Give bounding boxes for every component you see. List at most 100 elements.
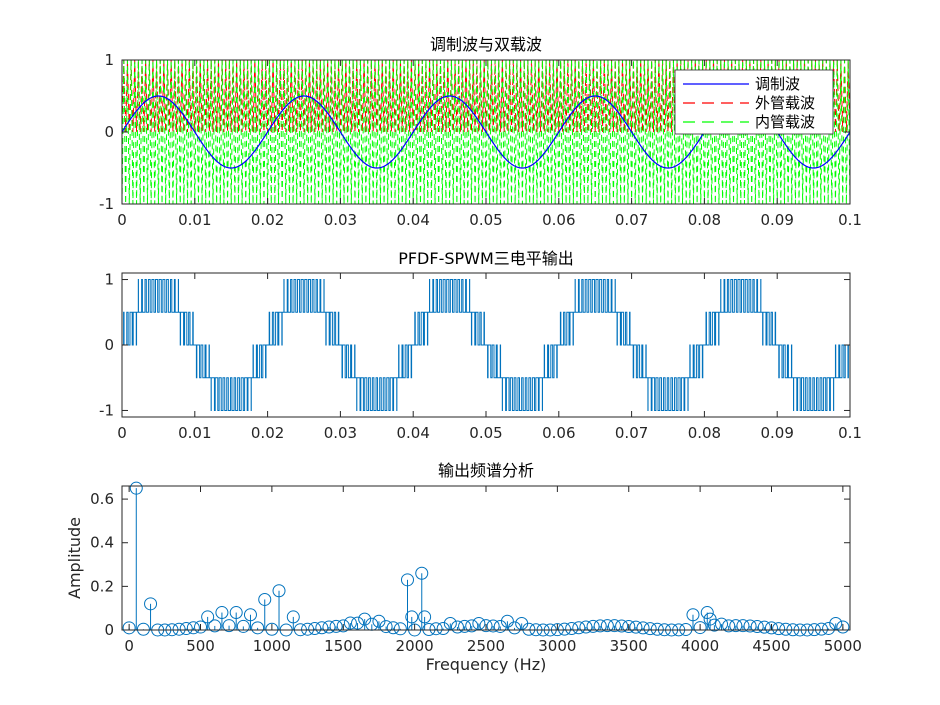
- x-tick-label: 0.1: [838, 211, 862, 229]
- x-tick-label: 0.04: [396, 211, 429, 229]
- spectrum-marker: [436, 622, 450, 636]
- x-tick-label: 5000: [824, 637, 862, 655]
- spectrum-marker: [607, 619, 621, 633]
- y-tick-label: -1: [99, 195, 114, 213]
- spectrum-marker: [836, 620, 850, 634]
- spectrum-marker: [565, 622, 579, 636]
- y-tick-label: -1: [99, 401, 114, 419]
- spectrum-marker: [251, 621, 265, 635]
- spectrum-marker: [643, 622, 657, 636]
- legend-box: [674, 69, 834, 135]
- spectrum-marker: [208, 619, 222, 633]
- axes1-title: 调制波与双载波: [430, 35, 542, 54]
- x-tick-label: 0.02: [251, 211, 284, 229]
- spectrum-marker: [558, 622, 572, 636]
- spectrum-marker: [479, 619, 493, 633]
- x-tick-label: 3000: [538, 637, 576, 655]
- x-tick-label: 0.04: [396, 424, 429, 442]
- spectrum-marker: [422, 622, 436, 636]
- x-tick-label: 1000: [253, 637, 291, 655]
- spectrum-marker: [615, 619, 629, 633]
- x-tick-label: 0: [117, 211, 127, 229]
- x-tick-label: 3500: [610, 637, 648, 655]
- spectrum-marker: [201, 610, 215, 624]
- spectrum-marker: [515, 616, 529, 630]
- spectrum-marker: [315, 621, 329, 635]
- spectrum-marker: [286, 610, 300, 624]
- spectrum-marker: [650, 622, 664, 636]
- spectrum-marker: [736, 619, 750, 633]
- spectrum-marker: [322, 620, 336, 634]
- spectrum-marker: [450, 620, 464, 634]
- y-tick-label: 1: [104, 271, 114, 289]
- axes2-plot-area: [122, 279, 850, 411]
- spectrum-marker: [764, 621, 778, 635]
- axes3-background: [122, 486, 850, 630]
- spectrum-marker: [593, 619, 607, 633]
- x-tick-label: 0: [117, 424, 127, 442]
- axes3-ylabel: Amplitude: [65, 517, 84, 599]
- spectrum-marker: [686, 608, 700, 622]
- spectrum-marker: [301, 622, 315, 636]
- spectrum-marker: [472, 616, 486, 630]
- spectrum-marker: [400, 573, 414, 587]
- spectrum-marker: [586, 619, 600, 633]
- axes1-ticks: 0 0.01 0.02 0.03 0.04 0.05 0.06 0.07 0.08 0.09 0.1…: [99, 51, 862, 229]
- spectrum-marker: [579, 620, 593, 634]
- x-tick-label: 0: [124, 637, 134, 655]
- spectrum-marker: [329, 619, 343, 633]
- x-tick-label: 4000: [681, 637, 719, 655]
- spectrum-marker: [629, 620, 643, 634]
- spectrum-marker: [508, 621, 522, 635]
- spectrum-marker: [243, 608, 257, 622]
- y-tick-label: 0: [104, 336, 114, 354]
- spectrum-marker: [222, 619, 236, 633]
- legend-label-inner-carrier: 内管载波: [755, 113, 815, 131]
- axes3-plot-area: [122, 481, 850, 637]
- spectrum-marker: [600, 619, 614, 633]
- spectrum-marker: [372, 614, 386, 628]
- spectrum-marker: [179, 622, 193, 636]
- spectrum-marker: [351, 616, 365, 630]
- spectrum-marker: [572, 621, 586, 635]
- modulation-carrier-axes: 调制波与双载波 0 0.01 0.02 0.03 0.04 0.05 0.06 0.07 0.0…: [99, 35, 862, 229]
- spectrum-marker: [622, 619, 636, 633]
- spectrum-marker: [258, 592, 272, 606]
- spectrum-marker: [136, 622, 150, 636]
- axes2-title: PFDF-SPWM三电平输出: [398, 249, 574, 268]
- spectrum-marker: [700, 606, 714, 620]
- spectrum-marker: [729, 619, 743, 633]
- spectrum-marker: [236, 619, 250, 633]
- spectrum-marker: [418, 610, 432, 624]
- spectrum-marker: [129, 481, 143, 495]
- spectrum-marker: [186, 621, 200, 635]
- x-tick-label: 0.03: [324, 211, 357, 229]
- spectrum-marker: [229, 606, 243, 620]
- spectrum-marker: [465, 619, 479, 633]
- x-tick-label: 0.03: [324, 424, 357, 442]
- spectrum-marker: [144, 597, 158, 611]
- spectrum-marker: [215, 606, 229, 620]
- spectrum-marker: [415, 566, 429, 580]
- x-tick-label: 0.02: [251, 424, 284, 442]
- x-tick-label: 0.08: [688, 424, 721, 442]
- x-tick-label: 0.01: [178, 211, 211, 229]
- spectrum-marker: [772, 622, 786, 636]
- legend-label-modulation: 调制波: [755, 75, 800, 93]
- spectrum-marker: [500, 614, 514, 628]
- x-tick-label: 2000: [396, 637, 434, 655]
- x-tick-label: 0.01: [178, 424, 211, 442]
- spectrum-marker: [172, 622, 186, 636]
- x-tick-label: 4500: [752, 637, 790, 655]
- spectrum-marker: [750, 619, 764, 633]
- spectrum-marker: [779, 622, 793, 636]
- y-tick-label: 0: [104, 621, 114, 639]
- spectrum-marker: [443, 616, 457, 630]
- axes3-title: 输出频谱分析: [438, 461, 534, 480]
- x-tick-label: 0.05: [469, 211, 502, 229]
- y-tick-label: 0.4: [90, 534, 114, 552]
- spectrum-marker: [405, 610, 419, 624]
- spectrum-marker: [272, 584, 286, 598]
- spectrum-marker: [379, 620, 393, 634]
- spectrum-marker: [194, 620, 208, 634]
